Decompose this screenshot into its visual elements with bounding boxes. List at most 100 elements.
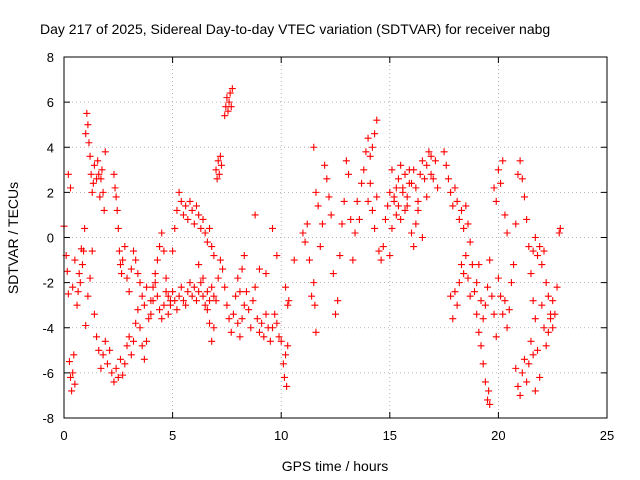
data-point: [542, 342, 550, 350]
data-point: [425, 148, 433, 156]
data-point: [444, 175, 452, 183]
data-point: [460, 270, 468, 278]
data-point: [490, 184, 498, 192]
data-point: [392, 211, 400, 219]
data-point: [64, 290, 72, 298]
data-point: [481, 378, 489, 386]
data-point: [386, 188, 394, 196]
data-point: [358, 179, 366, 187]
data-point: [475, 261, 483, 269]
data-point: [373, 116, 381, 124]
data-point: [255, 328, 263, 336]
data-point: [397, 161, 405, 169]
data-point: [490, 310, 498, 318]
data-point: [549, 324, 557, 332]
data-point: [227, 103, 235, 111]
data-point: [353, 197, 361, 205]
data-point: [501, 297, 509, 305]
data-point: [325, 193, 333, 201]
data-point: [221, 112, 229, 120]
data-point: [113, 206, 121, 214]
data-point: [224, 107, 232, 115]
data-point: [67, 373, 75, 381]
data-point: [412, 184, 420, 192]
data-point: [156, 243, 164, 251]
data-point: [355, 215, 363, 223]
data-point: [373, 193, 381, 201]
data-point: [431, 157, 439, 165]
data-point: [285, 297, 293, 305]
data-point: [173, 306, 181, 314]
data-point: [533, 346, 541, 354]
data-point: [208, 243, 216, 251]
data-point: [301, 238, 309, 246]
data-point: [138, 292, 146, 300]
data-point: [89, 179, 97, 187]
data-point: [340, 197, 348, 205]
data-point: [368, 206, 376, 214]
data-point: [260, 333, 268, 341]
data-point: [116, 261, 124, 269]
data-point: [553, 283, 561, 291]
data-point: [112, 364, 120, 372]
data-point: [520, 355, 528, 363]
data-point: [449, 202, 457, 210]
data-point: [251, 283, 259, 291]
data-point: [162, 288, 170, 296]
data-point: [442, 161, 450, 169]
data-point: [421, 175, 429, 183]
data-point: [175, 292, 183, 300]
data-point: [213, 175, 221, 183]
data-point: [464, 274, 472, 282]
data-point: [69, 283, 77, 291]
data-point: [371, 130, 379, 138]
x-tick-label: 20: [491, 428, 505, 443]
data-point: [203, 288, 211, 296]
data-point: [514, 382, 522, 390]
data-point: [240, 252, 248, 260]
data-point: [464, 220, 472, 228]
data-point: [188, 292, 196, 300]
data-point: [427, 152, 435, 160]
data-point: [127, 351, 135, 359]
data-point: [555, 229, 563, 237]
data-point: [403, 193, 411, 201]
data-point: [136, 279, 144, 287]
data-point: [280, 373, 288, 381]
data-point: [192, 297, 200, 305]
data-point: [228, 85, 236, 93]
data-point: [195, 261, 203, 269]
data-point: [453, 197, 461, 205]
data-point: [475, 328, 483, 336]
data-point: [130, 247, 138, 255]
data-point: [210, 324, 218, 332]
data-point: [349, 256, 357, 264]
data-point: [471, 288, 479, 296]
y-axis-label: SDTVAR / TECUs: [5, 182, 21, 294]
data-point: [538, 261, 546, 269]
data-point: [447, 188, 455, 196]
data-point: [379, 243, 387, 251]
data-point: [462, 252, 470, 260]
data-point: [507, 279, 515, 287]
data-point: [282, 283, 290, 291]
data-point: [408, 229, 416, 237]
data-point: [171, 297, 179, 305]
data-point: [208, 283, 216, 291]
y-tick-label: 0: [47, 231, 54, 246]
data-point: [394, 202, 402, 210]
data-point: [299, 229, 307, 237]
data-point: [100, 206, 108, 214]
data-point: [216, 256, 224, 264]
data-point: [479, 315, 487, 323]
data-point: [149, 297, 157, 305]
data-point: [529, 351, 537, 359]
data-point: [76, 279, 84, 287]
data-point: [542, 279, 550, 287]
y-tick-label: -2: [42, 276, 54, 291]
data-point: [316, 243, 324, 251]
data-point: [164, 292, 172, 300]
data-point: [206, 224, 214, 232]
data-point: [523, 215, 531, 223]
data-point: [93, 333, 101, 341]
